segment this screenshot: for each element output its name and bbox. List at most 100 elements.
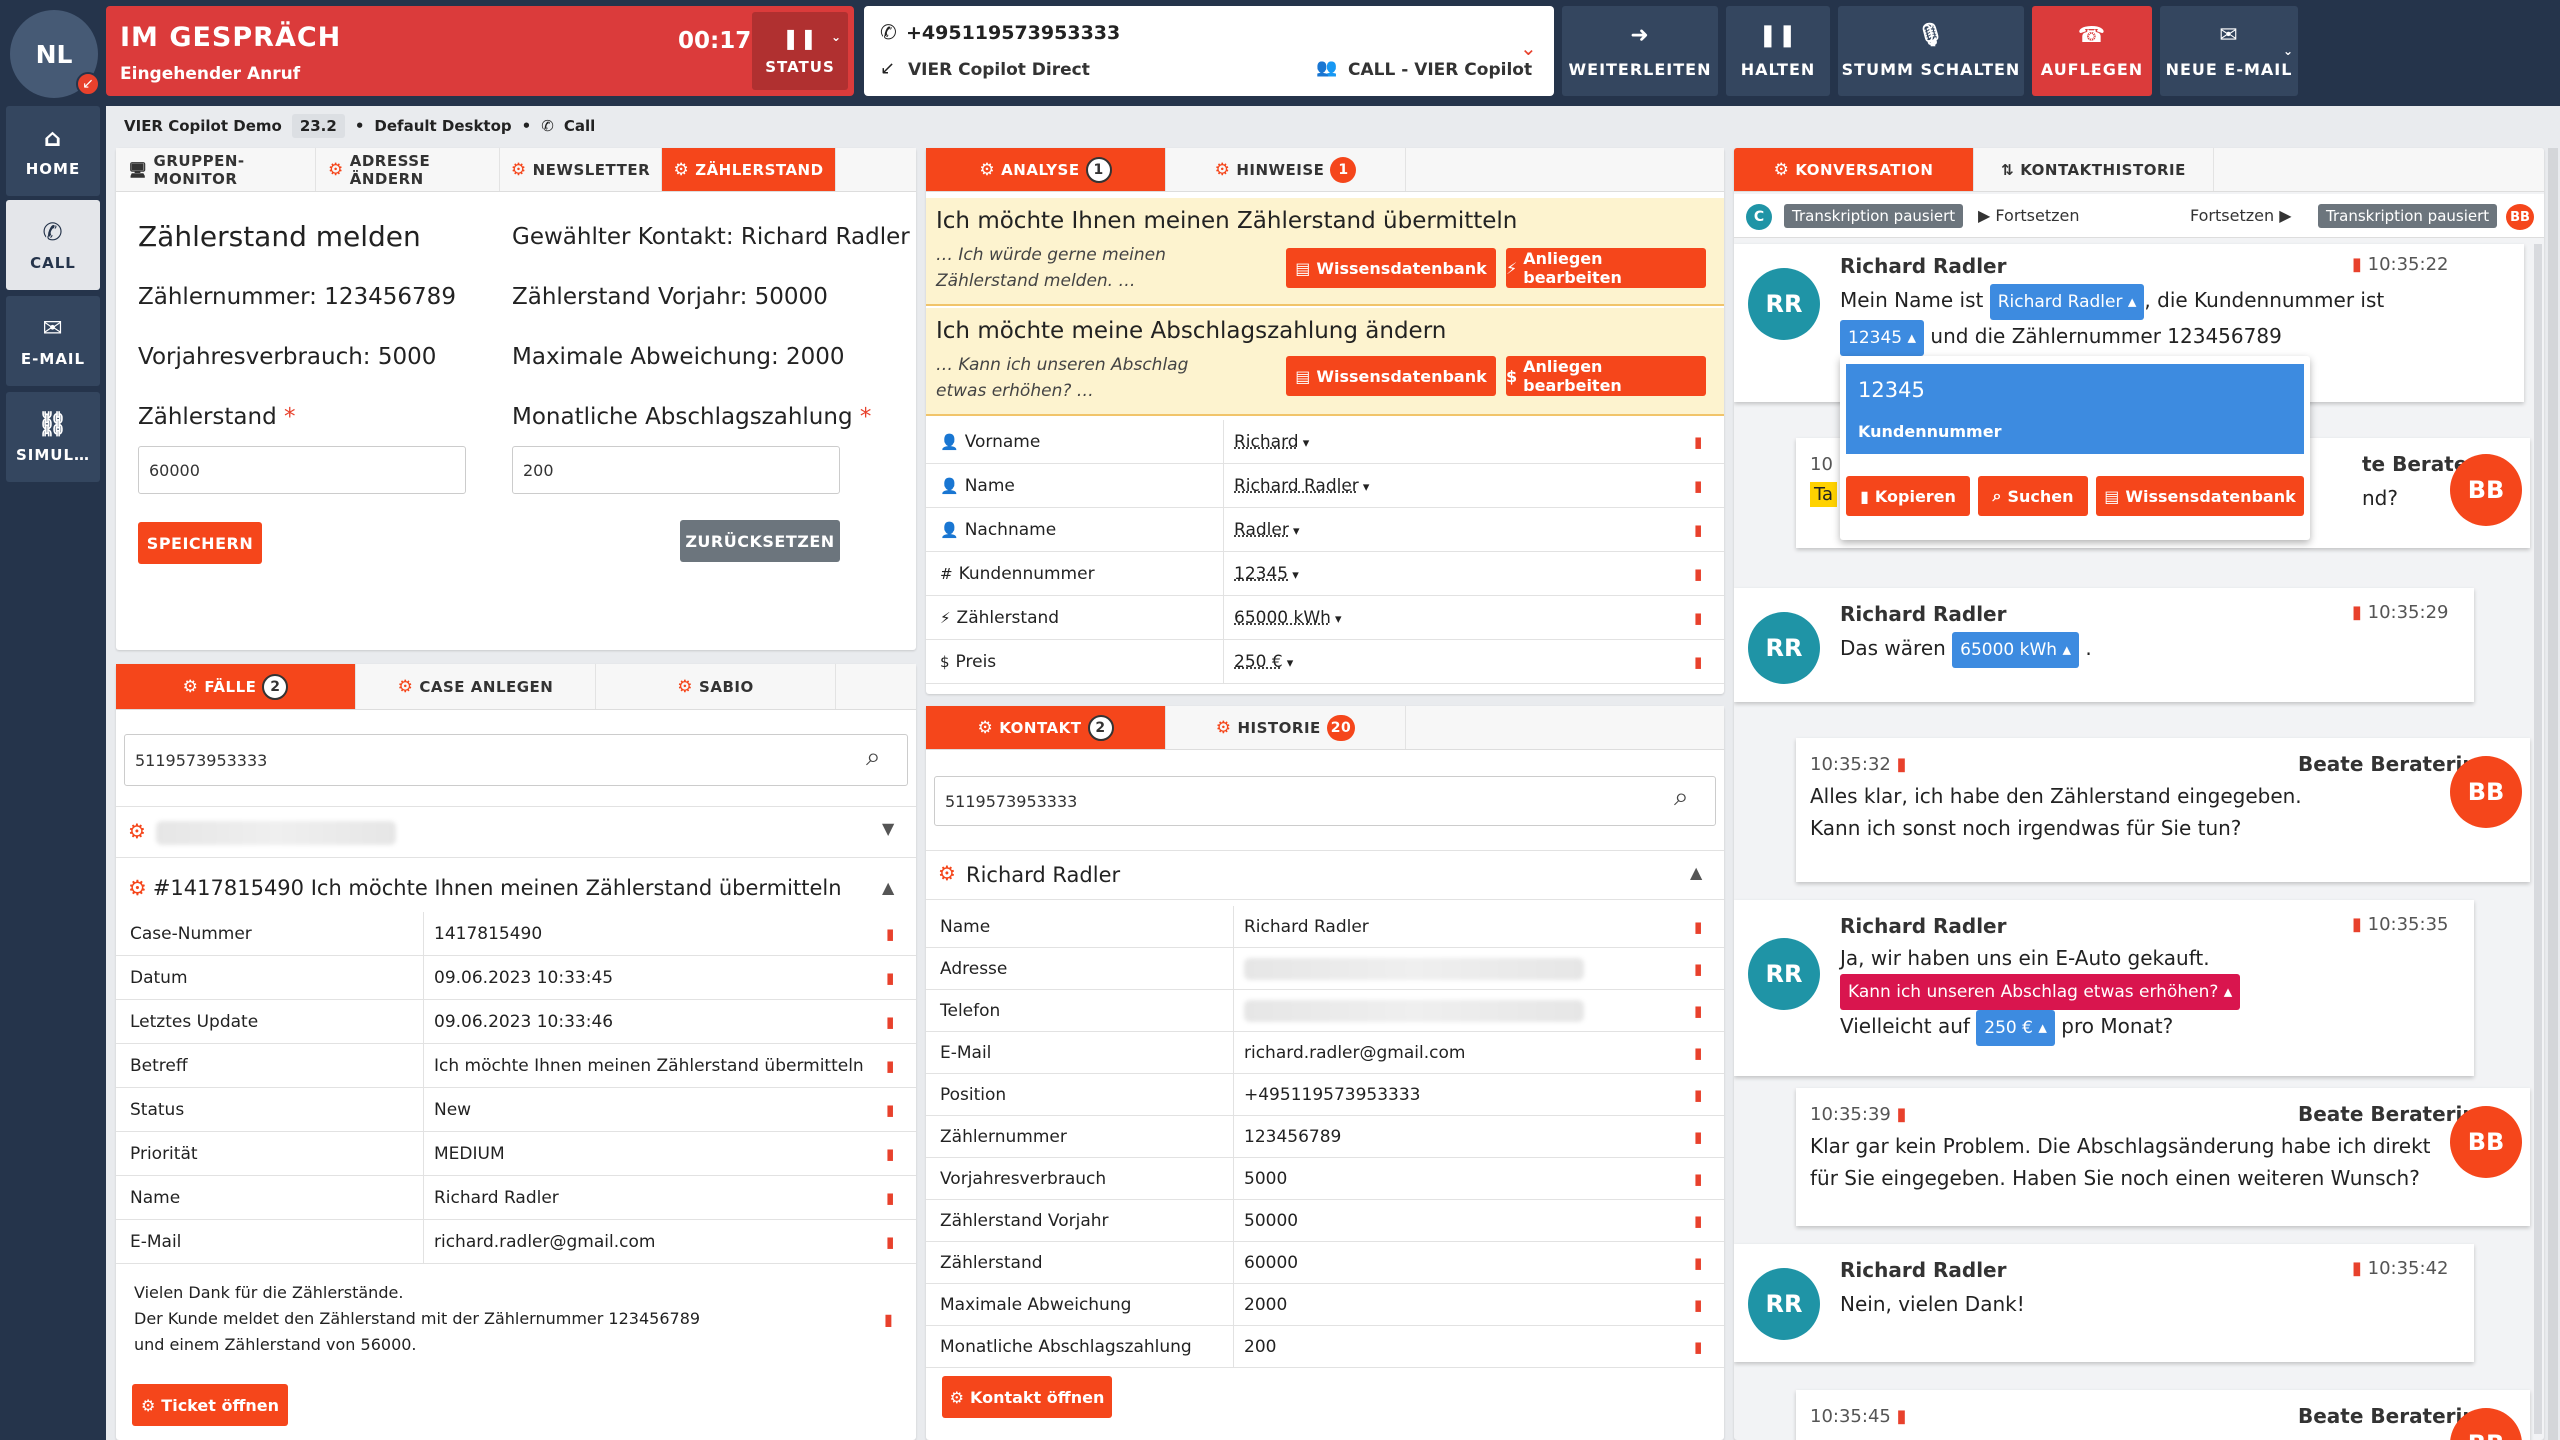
search-button[interactable]: ⌕ Suchen [1978,476,2088,516]
clipboard-icon[interactable]: ▮ [1694,520,1703,539]
breadcrumb-app[interactable]: VIER Copilot Demo [124,117,282,135]
edit-concern-button[interactable]: $ Anliegen bearbeiten [1506,356,1706,396]
contact-search-input[interactable]: 5119573953333 [934,776,1716,826]
hangup-button[interactable]: ☎ AUFLEGEN [2032,6,2152,96]
clipboard-icon[interactable]: ▮ [1694,1211,1703,1230]
row-value[interactable]: 65000 kWh ▾ [1224,608,1694,628]
agent-resume-link[interactable]: Fortsetzen ▶ [2190,206,2292,225]
tab-hints[interactable]: ⚙ HINWEISE 1 [1166,148,1406,191]
entity-tag-customer-number[interactable]: 12345 ▴ [1840,320,1925,356]
nav-simulation[interactable]: ⛓ SIMUL… [6,392,100,482]
tab-contact[interactable]: ⚙ KONTAKT 2 [926,706,1166,749]
row-value[interactable]: 250 € ▾ [1224,652,1694,672]
new-email-button[interactable]: ✉ NEUE E-MAIL ⌄ [2160,6,2298,96]
tab-create-case[interactable]: ⚙ CASE ANLEGEN [356,664,596,709]
clipboard-icon[interactable]: ▮ [1694,1253,1703,1272]
entity-tag-price[interactable]: 250 € ▴ [1976,1010,2055,1046]
intent-tag[interactable]: Kann ich unseren Abschlag etwas erhöhen?… [1840,974,2241,1010]
tab-contact-history[interactable]: ⇅ KONTAKTHISTORIE [1974,148,2214,191]
clipboard-icon[interactable]: ▮ [886,1056,895,1075]
clipboard-icon[interactable]: ▮ [2352,254,2362,275]
text-part: Das wären [1840,636,1946,660]
contact-header[interactable]: ⚙ Richard Radler ▲ [926,850,1724,900]
clipboard-icon[interactable]: ▮ [1896,1104,1907,1125]
tab-analysis[interactable]: ⚙ ANALYSE 1 [926,148,1166,191]
tab-conversation[interactable]: ⚙ KONVERSATION [1734,148,1974,191]
customer-resume-link[interactable]: ▶ Fortsetzen [1978,206,2080,225]
case-title[interactable]: ⚙ #1417815490 Ich möchte Ihnen meinen Zä… [128,876,908,900]
clipboard-icon[interactable]: ▮ [1694,1001,1703,1020]
knowledge-base-button[interactable]: ▤ Wissensdatenbank [2096,476,2304,516]
row-value[interactable]: Richard Radler ▾ [1224,476,1694,496]
mute-button[interactable]: 🎙 STUMM SCHALTEN [1838,6,2024,96]
status-button[interactable]: ❚❚ STATUS ⌄ [752,12,848,90]
row-value[interactable]: Radler ▾ [1224,520,1694,540]
breadcrumb-context[interactable]: Call [563,117,596,135]
clipboard-icon[interactable]: ▮ [884,1310,893,1329]
clipboard-icon[interactable]: ▮ [886,968,895,987]
tab-cases[interactable]: ⚙ FÄLLE 2 [116,664,356,709]
reading-input[interactable]: 60000 [138,446,466,494]
knowledge-base-button[interactable]: ▤ Wissensdatenbank [1286,356,1496,396]
clipboard-icon[interactable]: ▮ [1694,917,1703,936]
clipboard-icon[interactable]: ▮ [1694,432,1703,451]
nav-home[interactable]: ⌂ HOME [6,106,100,196]
clipboard-icon[interactable]: ▮ [886,1012,895,1031]
tab-group-monitor[interactable]: 🖥 GRUPPEN-MONITOR [116,148,316,191]
clipboard-icon[interactable]: ▮ [1694,959,1703,978]
table-row: $ Preis 250 € ▾ ▮ [926,640,1724,684]
tab-history[interactable]: ⚙ HISTORIE 20 [1166,706,1406,749]
entity-tag-name[interactable]: Richard Radler ▴ [1989,284,2145,320]
page-scrollbar[interactable] [2548,148,2558,1440]
key-text: Zählernummer [940,1126,1067,1147]
copy-button[interactable]: ▮ Kopieren [1846,476,1970,516]
tab-meter-reading[interactable]: ⚙ ZÄHLERSTAND [662,148,836,191]
clipboard-icon[interactable]: ▮ [886,924,895,943]
clipboard-icon[interactable]: ▮ [886,1188,895,1207]
table-row: E-Mail richard.radler@gmail.com ▮ [926,1032,1724,1074]
reset-button[interactable]: ZURÜCKSETZEN [680,520,840,562]
tab-sabio[interactable]: ⚙ SABIO [596,664,836,709]
forward-button[interactable]: ➜ WEITERLEITEN [1562,6,1718,96]
hold-button[interactable]: ❚❚ HALTEN [1726,6,1830,96]
clipboard-icon[interactable]: ▮ [1896,754,1907,775]
scrollbar[interactable] [2534,244,2542,1434]
clipboard-icon[interactable]: ▮ [1694,1169,1703,1188]
nav-email[interactable]: ✉ E-MAIL [6,296,100,386]
clipboard-icon[interactable]: ▮ [2352,602,2362,623]
clipboard-icon[interactable]: ▮ [1694,652,1703,671]
clipboard-icon[interactable]: ▮ [1694,1085,1703,1104]
knowledge-base-button[interactable]: ▤ Wissensdatenbank [1286,248,1496,288]
clipboard-icon[interactable]: ▮ [1694,564,1703,583]
search-icon[interactable]: ⌕ [866,742,881,772]
clipboard-icon[interactable]: ▮ [886,1232,895,1251]
clipboard-icon[interactable]: ▮ [886,1100,895,1119]
entity-tag-meter-reading[interactable]: 65000 kWh ▴ [1952,632,2080,668]
nav-call[interactable]: ✆ CALL [6,200,100,290]
cases-search-input[interactable]: 5119573953333 [124,734,908,786]
row-value[interactable]: 12345 ▾ [1224,564,1694,584]
clipboard-icon[interactable]: ▮ [1896,1406,1907,1427]
clipboard-icon[interactable]: ▮ [1694,1127,1703,1146]
breadcrumb-desk[interactable]: Default Desktop [374,117,512,135]
case-item-collapsed[interactable]: ⚙ ▼ [116,806,916,858]
row-value[interactable]: Richard ▾ [1224,432,1694,452]
clipboard-icon[interactable]: ▮ [1694,1043,1703,1062]
clipboard-icon[interactable]: ▮ [886,1144,895,1163]
chevron-up-icon[interactable]: ▲ [882,878,895,897]
clipboard-icon[interactable]: ▮ [1694,1295,1703,1314]
phone-info-box[interactable]: ✆ +495119573953333 ↙ VIER Copilot Direct… [864,6,1554,96]
clipboard-icon[interactable]: ▮ [2352,914,2362,935]
tab-newsletter[interactable]: ⚙ NEWSLETTER [500,148,662,191]
tab-change-address[interactable]: ⚙ ADRESSE ÄNDERN [316,148,500,191]
open-contact-button[interactable]: ⚙ Kontakt öffnen [942,1376,1112,1418]
payment-input[interactable]: 200 [512,446,840,494]
open-ticket-button[interactable]: ⚙ Ticket öffnen [132,1384,288,1426]
clipboard-icon[interactable]: ▮ [1694,476,1703,495]
search-icon[interactable]: ⌕ [1674,782,1689,812]
save-button[interactable]: SPEICHERN [138,522,262,564]
clipboard-icon[interactable]: ▮ [2352,1258,2362,1279]
edit-concern-button[interactable]: ⚡ Anliegen bearbeiten [1506,248,1706,288]
clipboard-icon[interactable]: ▮ [1694,1337,1703,1356]
clipboard-icon[interactable]: ▮ [1694,608,1703,627]
